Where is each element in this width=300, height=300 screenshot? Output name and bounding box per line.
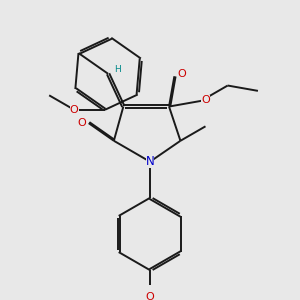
- Text: O: O: [201, 95, 210, 105]
- Text: O: O: [146, 292, 154, 300]
- Text: O: O: [78, 118, 86, 128]
- Text: H: H: [114, 64, 121, 74]
- Text: O: O: [178, 69, 186, 80]
- Text: O: O: [70, 105, 79, 115]
- Text: N: N: [146, 155, 154, 168]
